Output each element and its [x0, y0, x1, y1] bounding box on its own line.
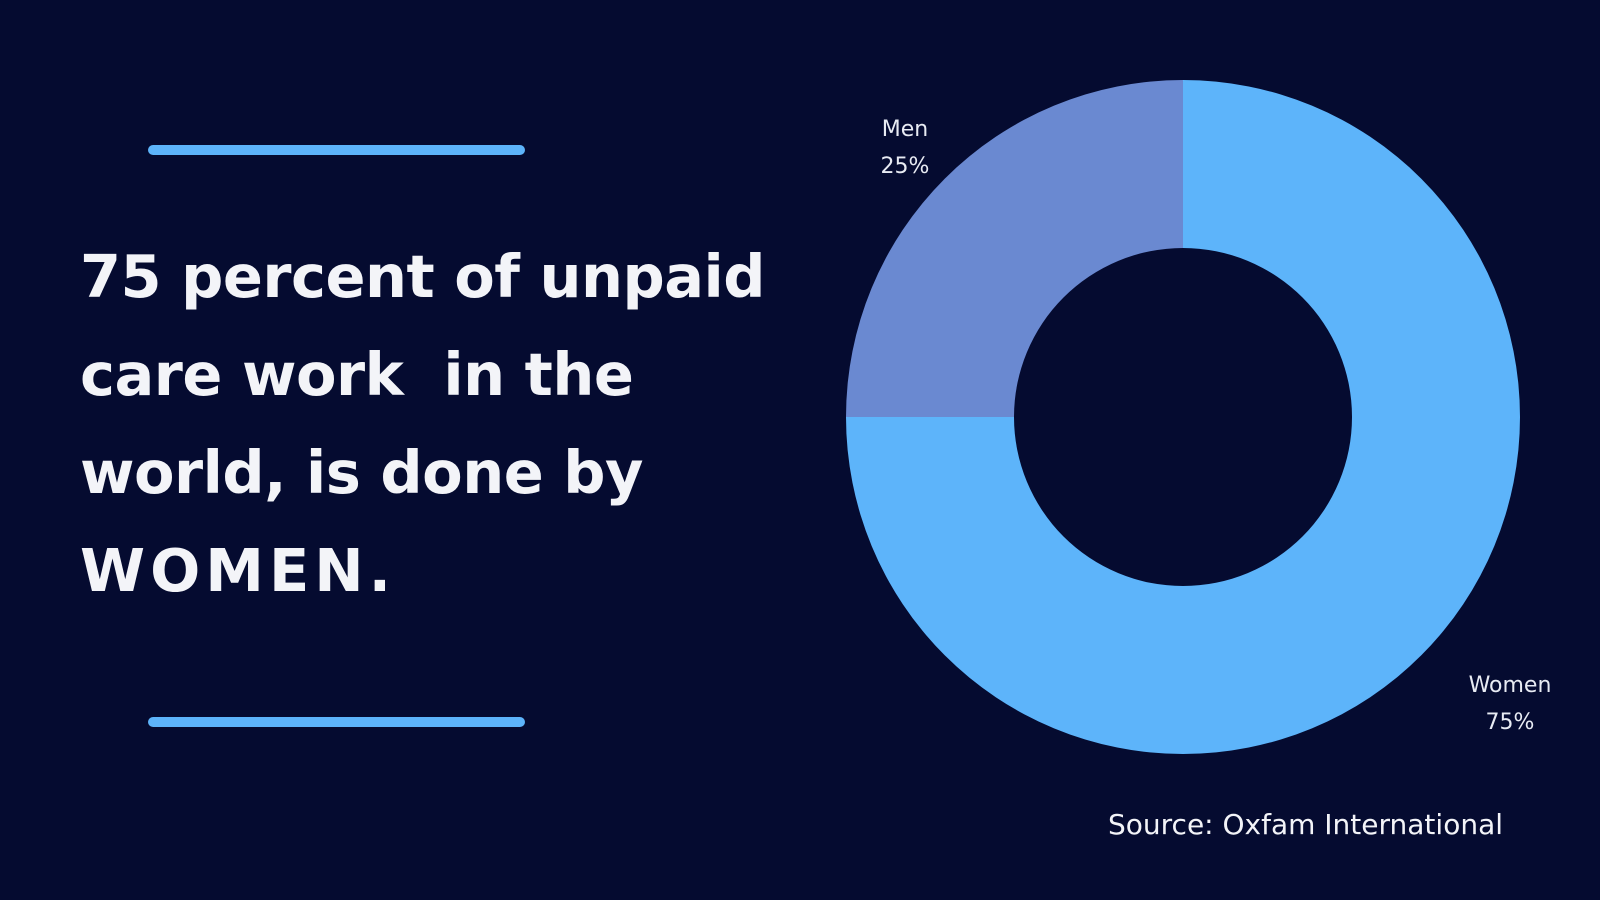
headline-line-3: world, is done by [80, 438, 643, 507]
source-caption: Source: Oxfam International [1108, 808, 1504, 841]
donut-slice-women [846, 80, 1520, 754]
slice-label-men: Men [882, 117, 928, 142]
slice-label-women: Women [1469, 673, 1552, 698]
headline-line-4: WOMEN. [80, 536, 397, 605]
headline: 75 percent of unpaid care work in the wo… [80, 228, 780, 620]
donut-slice-men [846, 80, 1183, 417]
headline-line-2: care work in the [80, 340, 634, 409]
bottom-accent-rule [148, 717, 525, 727]
top-accent-rule [148, 145, 525, 155]
slice-value-men: 25% [881, 154, 930, 179]
headline-line-1: 75 percent of unpaid [80, 242, 765, 311]
slice-value-women: 75% [1486, 710, 1535, 735]
